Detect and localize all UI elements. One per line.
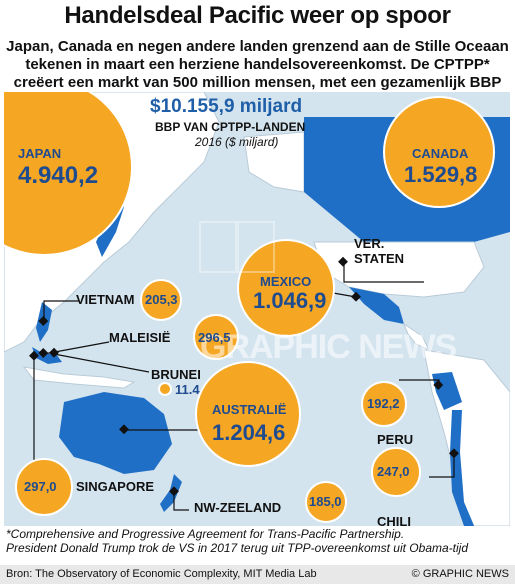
bubble-chile [371,447,421,497]
pin-australia [119,424,129,435]
total-gdp-label: BBP VAN CPTPP-LANDEN [155,120,306,134]
chile-value: 247,0 [377,464,410,479]
page-title: Handelsdeal Pacific weer op spoor [64,2,451,29]
land-central-america [402,322,431,352]
land-alaska [243,131,305,193]
total-gdp-sub: 2016 ($ miljard) [195,135,279,149]
brunei-value: 11.4 [175,382,200,397]
leader-chile [429,454,455,478]
vietnam-name: VIETNAM [76,292,135,307]
land-australia [59,392,172,474]
footnote-2: President Donald Trump trok de VS in 201… [6,541,468,555]
pin-chile [449,448,459,459]
malaysia-name: MALEISIË [109,330,171,345]
nz-value: 185,0 [309,494,342,509]
us-label: VER. STATEN [354,236,405,266]
pin-mexico [351,291,361,302]
singapore-name: SINGAPORE [76,479,155,494]
pin-peru [433,380,444,390]
bubble-vietnam [140,279,182,321]
pin-singapore [29,350,39,361]
pin-canada [338,256,348,267]
map-canvas [4,92,510,526]
bubble-japan [4,92,133,256]
brunei-name: BRUNEI [151,367,201,382]
bubble-peru [361,381,407,427]
bubble-canada [383,96,495,208]
source-bar: Bron: The Observatory of Economic Comple… [0,565,515,584]
australia-value: 1.204,6 [212,420,286,445]
land-chile [450,410,474,526]
japan-value: 4.940,2 [18,162,99,189]
australia-name: AUSTRALIË [212,402,287,417]
total-gdp: $10.155,9 miljard [150,96,303,117]
leader-brunei [53,353,150,373]
chile-name: CHILI [377,514,411,526]
copyright: © GRAPHIC NEWS [411,568,509,580]
watermark-text: GRAPHIC NEWS [200,328,457,366]
footnote: *Comprehensive and Progressive Agreement… [6,527,468,555]
japan-name: JAPAN [18,146,62,161]
leader-vietnam [43,300,79,320]
leader-nz [173,492,189,511]
mexico-value: 1.046,9 [253,288,327,313]
singapore-value: 297,0 [24,479,57,494]
canada-value: 1.529,8 [404,162,478,187]
pin-brunei [49,347,59,358]
land-indonesia [22,366,136,389]
leader-canada [343,262,424,283]
bubble-malaysia [193,314,239,360]
bubble-australia [195,361,301,467]
pin-nz [169,486,179,497]
land-mexico [349,287,404,324]
source-text: Bron: The Observatory of Economic Comple… [6,568,317,580]
bubble-mexico [237,239,335,337]
map: GRAPHIC NEWS JAPAN 4.940,2 CANADA 1.529,… [4,92,510,526]
bubble-brunei [158,382,172,396]
canada-name: CANADA [412,146,469,161]
footnote-1: *Comprehensive and Progressive Agreement… [6,527,405,541]
bubble-singapore [15,458,73,516]
peru-name: PERU [377,432,414,447]
peru-value: 192,2 [367,396,400,411]
vietnam-value: 205,3 [145,292,178,307]
land-malaysia [32,347,62,364]
malaysia-value: 296,5 [198,330,231,345]
graphic-news-watermark [199,221,275,273]
nz-name: NW-ZEELAND [194,500,282,515]
bubble-nz [305,481,347,523]
mexico-name: MEXICO [260,274,312,289]
